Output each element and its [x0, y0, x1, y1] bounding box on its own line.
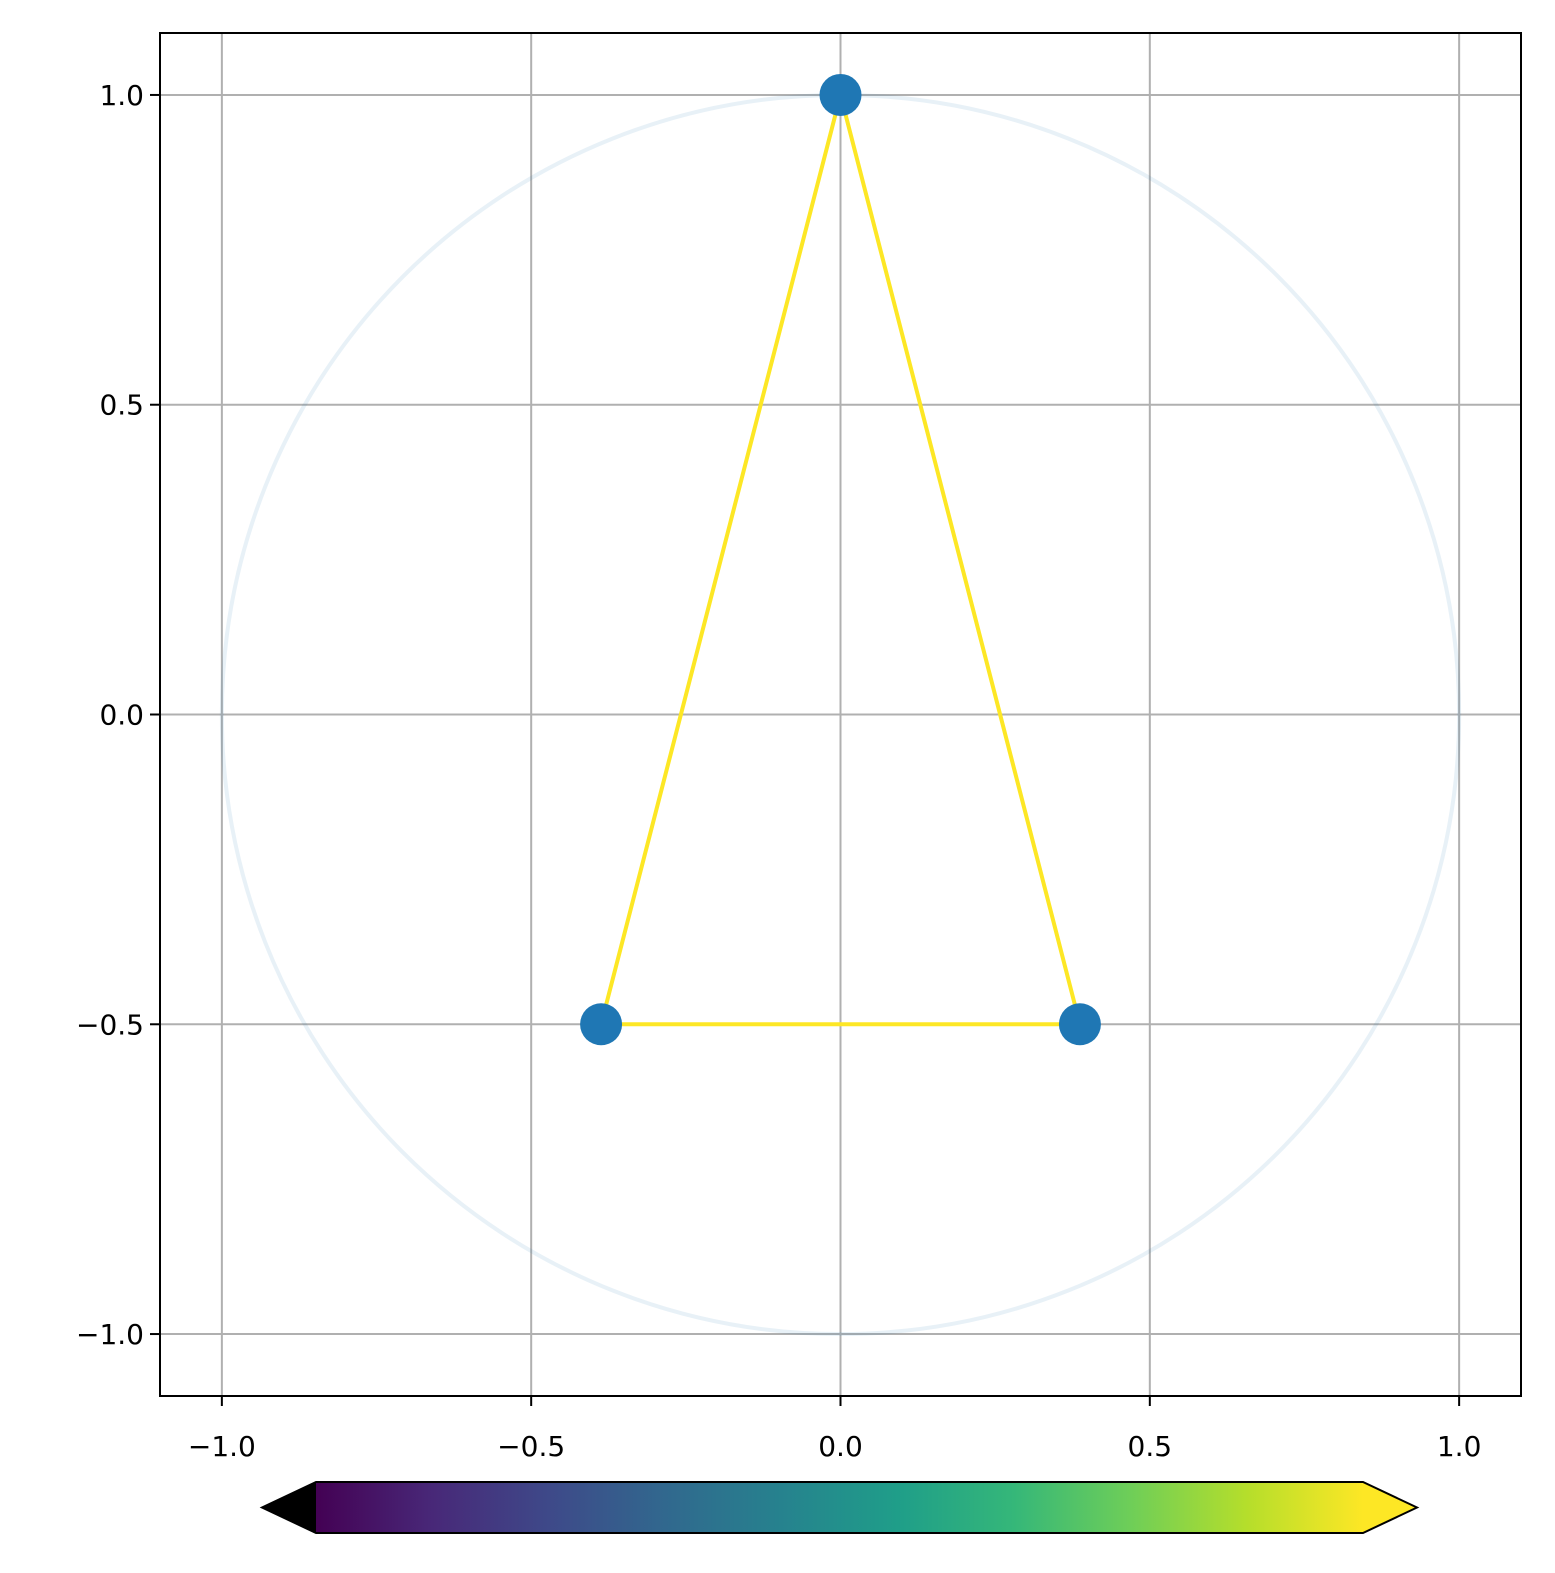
x-tick-label: 0.0 [818, 1430, 863, 1463]
colorbar-outline [259, 1481, 1420, 1534]
triangle-line [598, 94, 1083, 1027]
scatter-point [580, 1003, 623, 1046]
y-tick-label: −1.0 [76, 1318, 144, 1351]
colorbar-over [1363, 1482, 1417, 1533]
scatter-point [819, 73, 862, 116]
y-tick-label: 1.0 [99, 79, 144, 112]
axes-frame [159, 32, 1522, 1397]
colorbar-under [262, 1482, 316, 1533]
scatter-point [1058, 1003, 1101, 1046]
x-tick-label: −0.5 [497, 1430, 565, 1463]
y-tick-label: 0.0 [99, 699, 144, 732]
y-tick-label: −0.5 [76, 1008, 144, 1041]
x-tick-label: 1.0 [1437, 1430, 1482, 1463]
x-tick-label: 0.5 [1128, 1430, 1173, 1463]
colorbar [316, 1482, 1363, 1533]
y-tick-label: 0.5 [99, 389, 144, 422]
x-tick-label: −1.0 [188, 1430, 256, 1463]
